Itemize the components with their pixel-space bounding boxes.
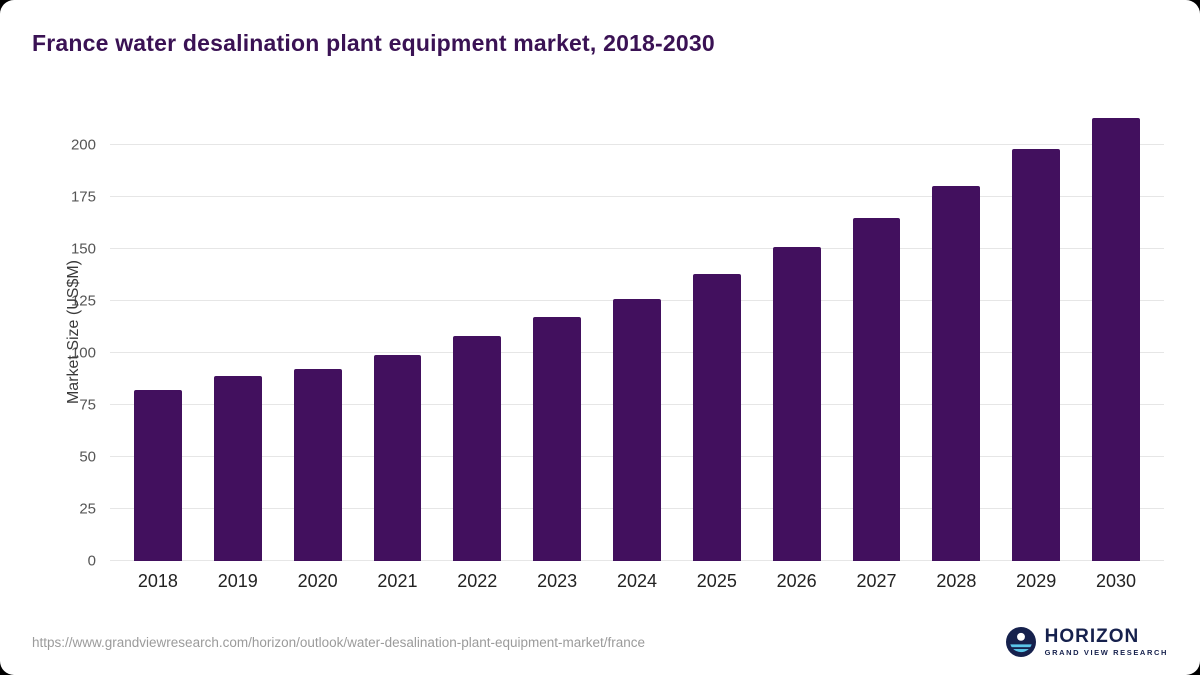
bar-column: [916, 103, 996, 561]
bar: [613, 298, 661, 561]
y-tick-label: 75: [79, 396, 96, 414]
x-tick-label: 2025: [696, 571, 737, 591]
x-tick-label: 2019: [217, 571, 258, 591]
y-tick-label: 200: [70, 136, 96, 154]
bar: [213, 375, 262, 561]
y-tick-label: 25: [79, 500, 96, 518]
bar: [453, 336, 502, 561]
y-tick-label: 150: [70, 240, 96, 258]
y-tick-label: 0: [87, 552, 96, 570]
bar-column: [517, 103, 597, 561]
y-tick-label: 175: [70, 188, 96, 206]
y-tick-label: 50: [79, 448, 96, 466]
bar-column: [118, 103, 198, 561]
bar: [772, 246, 821, 561]
plot-area: 0 25 50 75 100 125 150 175 200 Market Size (US$M…: [65, 103, 1164, 570]
x-tick-label: 2024: [616, 571, 657, 591]
bar: [692, 273, 741, 561]
bar-column: [677, 103, 757, 561]
bar-column: [198, 103, 278, 561]
x-tick-label: 2029: [1016, 571, 1057, 591]
bar: [373, 354, 422, 561]
bar-column: [278, 103, 358, 561]
x-tick-label: 2020: [297, 571, 338, 591]
y-ticks: 0 25 50 75 100 125 150 175 200: [50, 103, 110, 569]
x-tick-label: 2021: [377, 571, 418, 591]
bar: [533, 317, 582, 561]
horizon-logo: HORIZON GRAND VIEW RESEARCH: [1005, 627, 1168, 657]
x-tick-label: 2028: [936, 571, 977, 591]
x-tick-label: 2027: [856, 571, 897, 591]
y-tick-label: 125: [70, 292, 96, 310]
logo-text: HORIZON GRAND VIEW RESEARCH: [1045, 627, 1168, 657]
gridline: [110, 195, 1164, 197]
bar-column: [1076, 103, 1156, 561]
bar: [932, 186, 981, 561]
gridline: [110, 247, 1164, 249]
logo-title: HORIZON: [1044, 626, 1140, 648]
y-tick-label: 100: [70, 344, 96, 362]
bar-column: [437, 103, 517, 561]
x-tick-label: 2030: [1096, 571, 1137, 591]
x-tick-label: 2023: [537, 571, 578, 591]
x-tick-label: 2026: [776, 571, 817, 591]
logo-subtitle: GRAND VIEW RESEARCH: [1044, 648, 1168, 658]
bars: [110, 103, 1164, 561]
gridline: [110, 143, 1164, 145]
x-tick-label: 2022: [457, 571, 498, 591]
bar: [1012, 148, 1061, 561]
bar: [1092, 117, 1140, 561]
bar-column: [837, 103, 917, 561]
bar-column: [757, 103, 837, 561]
bar-column: [358, 103, 438, 561]
bar-column: [996, 103, 1076, 561]
bar: [133, 390, 182, 561]
bar-column: [597, 103, 677, 561]
x-tick-label: 2018: [137, 571, 178, 591]
bar: [852, 217, 901, 561]
page-title: France water desalination plant equipmen…: [32, 30, 715, 56]
footer: https://www.grandviewresearch.com/horizo…: [32, 627, 1168, 657]
bar-chart: 0 25 50 75 100 125 150 175 200 Market Size (US$M…: [32, 103, 1168, 592]
bar: [293, 369, 342, 561]
source-url: https://www.grandviewresearch.com/horizo…: [32, 634, 646, 650]
y-axis-label: Market Size (US$M): [65, 259, 82, 405]
x-labels: 2018 2019 2020 2021 2022 2023 2024 2025 2026 2027…: [110, 571, 1164, 592]
horizon-logo-icon: [1005, 627, 1036, 657]
